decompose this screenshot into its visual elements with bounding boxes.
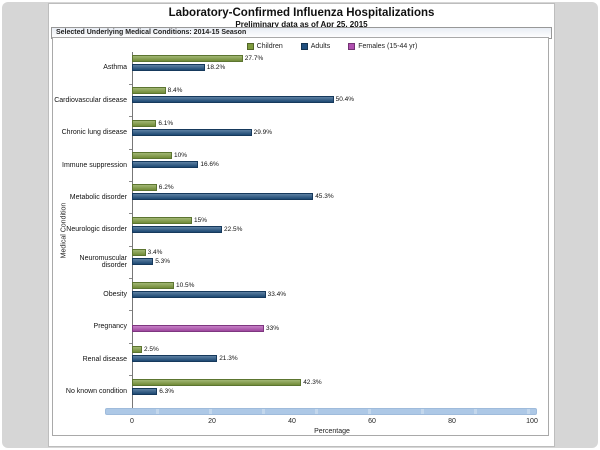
page-title: Laboratory-Confirmed Influenza Hospitali… (168, 7, 435, 19)
bar-value-label: 16.6% (200, 161, 219, 169)
category-label: Asthma (103, 64, 127, 72)
bar-value-label: 8.4% (167, 87, 183, 95)
bar-children (132, 55, 243, 62)
bar-children (132, 216, 192, 224)
bar-adults (132, 96, 334, 104)
legend-swatch-icon (300, 43, 308, 50)
x-tick-label: 40 (288, 418, 296, 425)
bar-adults (132, 128, 252, 136)
x-tick-label: 0 (130, 418, 134, 425)
chart-row-chronic-lung-disease: Chronic lung disease 6.1% 29.9% (53, 117, 548, 150)
category-label: Metabolic disorder (69, 193, 127, 201)
category-label: Immune suppression (62, 161, 127, 169)
bar-children (132, 152, 172, 160)
bar-value-label: 45.3% (315, 193, 334, 201)
category-label: Chronic lung disease (61, 129, 127, 137)
chart-row-pregnancy: Pregnancy 33% (53, 311, 548, 345)
chart-row-obesity: Obesity 10.5% 33.4% (53, 279, 548, 312)
bar-children (132, 184, 157, 192)
x-tick-label: 100 (526, 418, 538, 425)
category-label: Pregnancy (93, 323, 127, 331)
bar-adults (132, 290, 266, 298)
bar-children (132, 119, 157, 127)
bar-adults (132, 193, 314, 201)
legend-swatch-icon (246, 43, 254, 50)
chart-row-immune-suppression: Immune suppression 10% 16.6% (53, 149, 548, 183)
bar-adults (132, 225, 222, 233)
bar-children (132, 346, 142, 354)
x-axis-title: Percentage (314, 428, 350, 435)
bar-adults (132, 258, 154, 266)
chart-row-renal-disease: Renal disease 2.5% 21.3% (53, 343, 548, 377)
bar-value-label: 15% (194, 216, 208, 224)
chart-row-neuromuscular-disorder: Neuromuscular disorder 3.4% 5.3% (53, 246, 548, 280)
bar-value-label: 21.3% (219, 355, 238, 363)
chart-row-no-known-condition: No known condition 42.3% 6.3% (53, 376, 548, 408)
bar-adults (132, 355, 218, 363)
category-label: Neuromuscular disorder (79, 254, 127, 270)
category-label: Renal disease (82, 355, 127, 363)
chart-area: Children Adults Females (15-44 yr) Medical… (52, 37, 549, 436)
legend-swatch-icon (348, 43, 356, 50)
plot-area: Asthma 27.7% 18.2% Cardiovascular disease 8.… (53, 52, 548, 408)
page-subtitle: Preliminary data as of Apr 25, 2015 (235, 20, 368, 29)
bar-value-label: 6.1% (158, 119, 174, 127)
bar-value-label: 6.2% (158, 184, 174, 192)
bar-children (132, 87, 166, 95)
legend-label: Adults (310, 43, 331, 50)
bar-value-label: 18.2% (206, 64, 226, 71)
bar-children (132, 281, 174, 289)
chart-row-cardiovascular-disease: Cardiovascular disease 8.4% 50.4% (53, 84, 548, 118)
bar-value-label: 10% (174, 152, 188, 160)
bar-value-label: 29.9% (253, 128, 273, 136)
x-tick-label: 60 (368, 418, 376, 425)
chart-panel: Laboratory-Confirmed Influenza Hospitali… (48, 3, 555, 447)
bar-value-label: 50.4% (335, 96, 355, 104)
chart-row-asthma: Asthma 27.7% 18.2% (53, 52, 548, 86)
bar-value-label: 33.4% (267, 290, 287, 298)
chart-row-metabolic-disorder: Metabolic disorder 6.2% 45.3% (53, 181, 548, 215)
x-tick-label: 80 (448, 418, 456, 425)
bar-value-label: 3.4% (147, 249, 163, 257)
legend-label: Females (15-44 yr) (358, 43, 418, 50)
chart-legend: Children Adults Females (15-44 yr) (132, 43, 532, 50)
legend-item-children: Children (246, 43, 283, 50)
category-label: Neurologic disorder (66, 226, 127, 234)
legend-item-adults: Adults (300, 43, 331, 50)
bar-value-label: 33% (266, 324, 280, 332)
category-label: Cardiovascular disease (54, 96, 127, 104)
x-tick-label: 20 (208, 418, 216, 425)
bar-adults (132, 64, 205, 71)
bar-children (132, 249, 146, 257)
bar-value-label: 27.7% (244, 55, 264, 62)
legend-label: Children (256, 43, 283, 50)
category-label: No known condition (65, 388, 127, 396)
bar-adults (132, 387, 158, 395)
horizontal-scrollbar[interactable] (105, 408, 537, 415)
bar-value-label: 22.5% (224, 225, 243, 233)
bar-value-label: 6.3% (159, 387, 175, 395)
bar-adults (132, 161, 199, 169)
bar-females-15-44-yr (132, 324, 264, 332)
x-axis-ticks: 0 20 40 60 80 100 (130, 418, 538, 426)
legend-item-females-15-44-yr: Females (15-44 yr) (348, 43, 417, 50)
chart-row-neurologic-disorder: Neurologic disorder 15% 22.5% (53, 214, 548, 248)
category-label: Obesity (103, 290, 127, 298)
bar-value-label: 42.3% (303, 378, 322, 386)
bar-value-label: 5.3% (155, 258, 171, 266)
bar-children (132, 378, 302, 386)
bar-value-label: 2.5% (144, 346, 159, 354)
bar-value-label: 10.5% (176, 281, 195, 289)
